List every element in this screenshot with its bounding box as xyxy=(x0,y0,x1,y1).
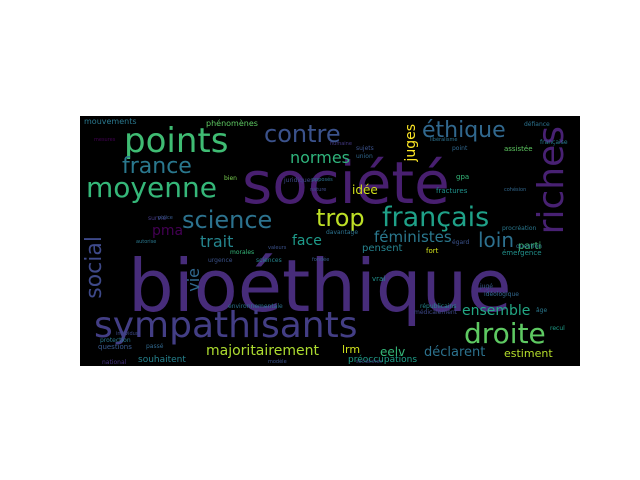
word-juridiques: juridiques xyxy=(284,177,314,184)
word-bien: bien xyxy=(224,175,237,182)
word-pma: pma xyxy=(152,223,184,239)
word-eelv: eelv xyxy=(380,345,406,359)
word-declarent: déclarent xyxy=(424,345,486,360)
word-union: union xyxy=(356,153,373,160)
word-trait: trait xyxy=(200,232,234,251)
word-trop: trop xyxy=(316,204,365,232)
word-medicalement: médicalement xyxy=(414,309,458,316)
word-parti: parti xyxy=(518,241,542,252)
word-face: face xyxy=(292,233,322,249)
word-estiment: estiment xyxy=(504,347,553,360)
word-pensent: pensent xyxy=(362,243,403,254)
word-environnementale: environnementale xyxy=(228,303,283,310)
word-vrai: vrai xyxy=(372,275,386,283)
word-moyenne: moyenne xyxy=(86,171,217,204)
word-morales: morales xyxy=(230,249,255,256)
word-valeurs: valeurs xyxy=(268,245,287,251)
word-juge: jugé xyxy=(480,283,493,290)
word-cohesion: cohésion xyxy=(504,187,527,193)
word-francaise: française xyxy=(540,139,568,146)
word-sciences: sciences xyxy=(256,257,282,264)
word-opposes: opposés xyxy=(312,177,333,183)
word-france: france xyxy=(122,154,192,179)
word-fractures: fractures xyxy=(436,187,468,195)
word-egard: égard xyxy=(452,239,470,246)
word-lrm: lrm xyxy=(342,343,361,356)
word-loin: loin xyxy=(478,228,515,252)
word-humaine: humaine xyxy=(330,141,352,147)
word-idee: idée xyxy=(352,183,378,197)
word-points: points xyxy=(124,121,229,161)
word-francais: français xyxy=(382,202,490,233)
word-age: âge xyxy=(536,307,548,314)
word-emergence: émergence xyxy=(502,249,542,257)
word-individus: individus xyxy=(116,331,139,337)
word-souhaitent: souhaitent xyxy=(138,355,186,365)
word-phenomenes: phénomènes xyxy=(206,119,258,128)
word-societe: société xyxy=(242,149,450,217)
word-socialistes: socialistes xyxy=(356,359,382,365)
word-recul: recul xyxy=(550,325,565,332)
word-passe: passé xyxy=(146,343,164,350)
word-vie: vie xyxy=(184,268,203,292)
word-procreation: procréation xyxy=(502,225,537,232)
word-defiance: défiance xyxy=(524,121,550,128)
word-ethique: éthique xyxy=(422,118,506,143)
word-preoccupations: préoccupations xyxy=(348,355,418,365)
word-majoritairement: majoritairement xyxy=(206,343,319,359)
word-fort: fort xyxy=(426,247,439,255)
word-police: police xyxy=(158,215,173,221)
word-gpa: gpa xyxy=(456,173,470,181)
word-contre: contre xyxy=(264,120,341,148)
word-protection: protection xyxy=(100,337,131,344)
word-nature: nature xyxy=(310,187,327,193)
word-davantage: davantage xyxy=(326,229,359,236)
word-mesures: mesures xyxy=(94,137,116,143)
word-republicains: républicains xyxy=(420,303,457,310)
word-juges: juges xyxy=(403,124,419,162)
word-point: point xyxy=(452,145,468,152)
word-social: social xyxy=(82,236,107,299)
word-feministes: féministes xyxy=(374,228,452,246)
word-national: national xyxy=(102,359,127,366)
word-science: science xyxy=(182,206,273,234)
word-normes: normes xyxy=(290,148,350,167)
word-fondee: fondée xyxy=(312,257,330,263)
word-cloud: bioéthique société sympathisants points … xyxy=(80,116,580,366)
word-bioethique: bioéthique xyxy=(128,244,512,328)
word-liberalisme: libéralisme xyxy=(430,137,458,143)
word-urgence: urgence xyxy=(208,257,233,264)
word-sujets: sujets xyxy=(356,145,374,152)
word-assistee: assistée xyxy=(504,145,533,153)
word-ideologique: idéologique xyxy=(484,291,519,298)
word-ensemble: ensemble xyxy=(462,303,531,319)
word-question: question xyxy=(516,243,542,250)
word-sympathisants: sympathisants xyxy=(94,305,358,346)
word-autorise: autorise xyxy=(136,239,157,245)
word-questions: questions xyxy=(98,343,132,351)
word-droite: droite xyxy=(464,317,546,350)
word-mouvements: mouvements xyxy=(84,117,137,126)
word-survie: survie xyxy=(148,215,167,222)
word-modele: modèle xyxy=(268,359,287,365)
